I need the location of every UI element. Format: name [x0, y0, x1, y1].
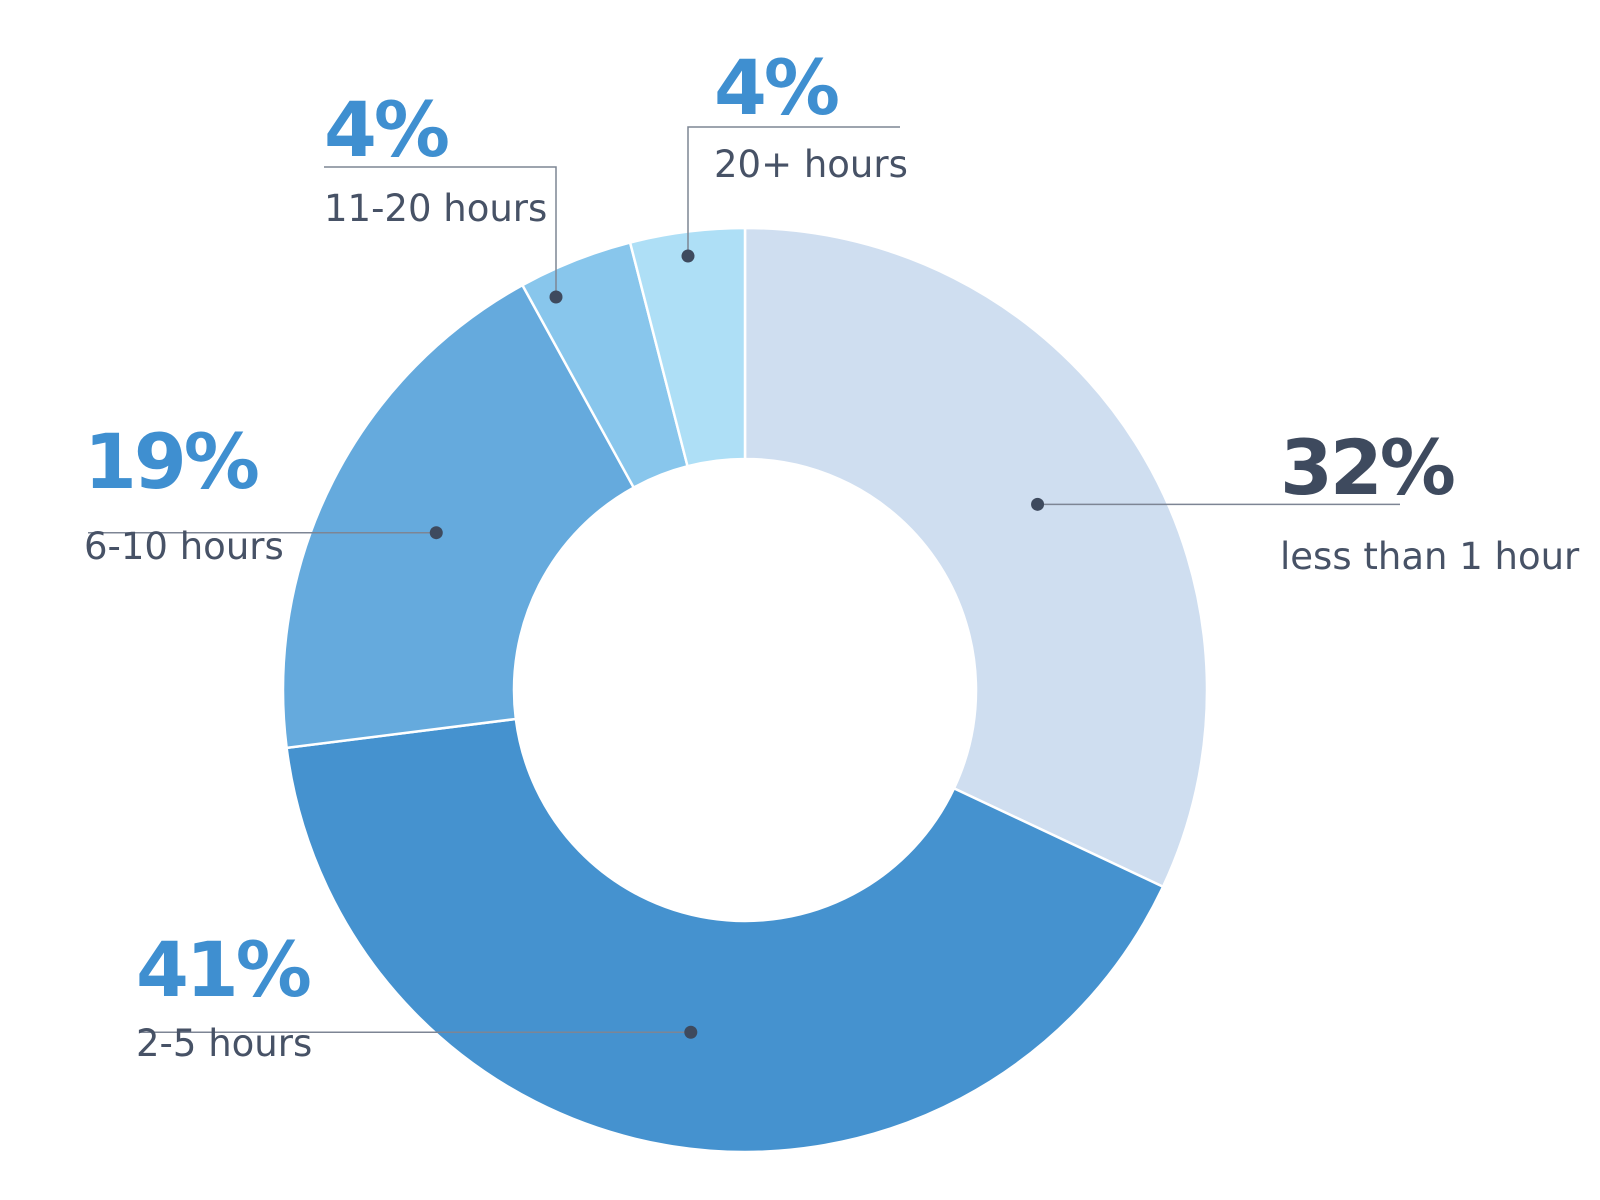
category-label-20-plus-hours: 20+ hours — [714, 143, 908, 186]
slice-less-than-1-hour — [743, 226, 1209, 889]
leader-dot-20-plus-hours — [681, 249, 695, 263]
value-label-less-than-1-hour: 32% — [1280, 423, 1456, 512]
value-label-20-plus-hours: 4% — [714, 43, 840, 132]
category-label-2-5-hours: 2-5 hours — [136, 1022, 313, 1065]
value-label-2-5-hours: 41% — [136, 925, 312, 1014]
leader-lines-group — [88, 126, 1400, 1039]
slice-20-plus-hours — [628, 226, 747, 468]
leader-line-20-plus-hours — [687, 126, 900, 256]
category-label-6-10-hours: 6-10 hours — [84, 525, 284, 568]
slice-2-5-hours — [285, 717, 1165, 1154]
slices-group — [281, 226, 1209, 1154]
value-label-11-20-hours: 4% — [324, 85, 450, 174]
leader-dot-11-20-hours — [549, 290, 563, 304]
category-label-less-than-1-hour: less than 1 hour — [1280, 535, 1580, 578]
value-label-6-10-hours: 19% — [84, 417, 260, 506]
leader-line-11-20-hours — [324, 166, 557, 297]
leader-dot-2-5-hours — [684, 1025, 698, 1039]
category-label-11-20-hours: 11-20 hours — [324, 187, 548, 230]
slice-6-10-hours — [281, 283, 636, 750]
leader-dot-6-10-hours — [429, 526, 443, 540]
leader-dot-less-than-1-hour — [1031, 497, 1045, 511]
